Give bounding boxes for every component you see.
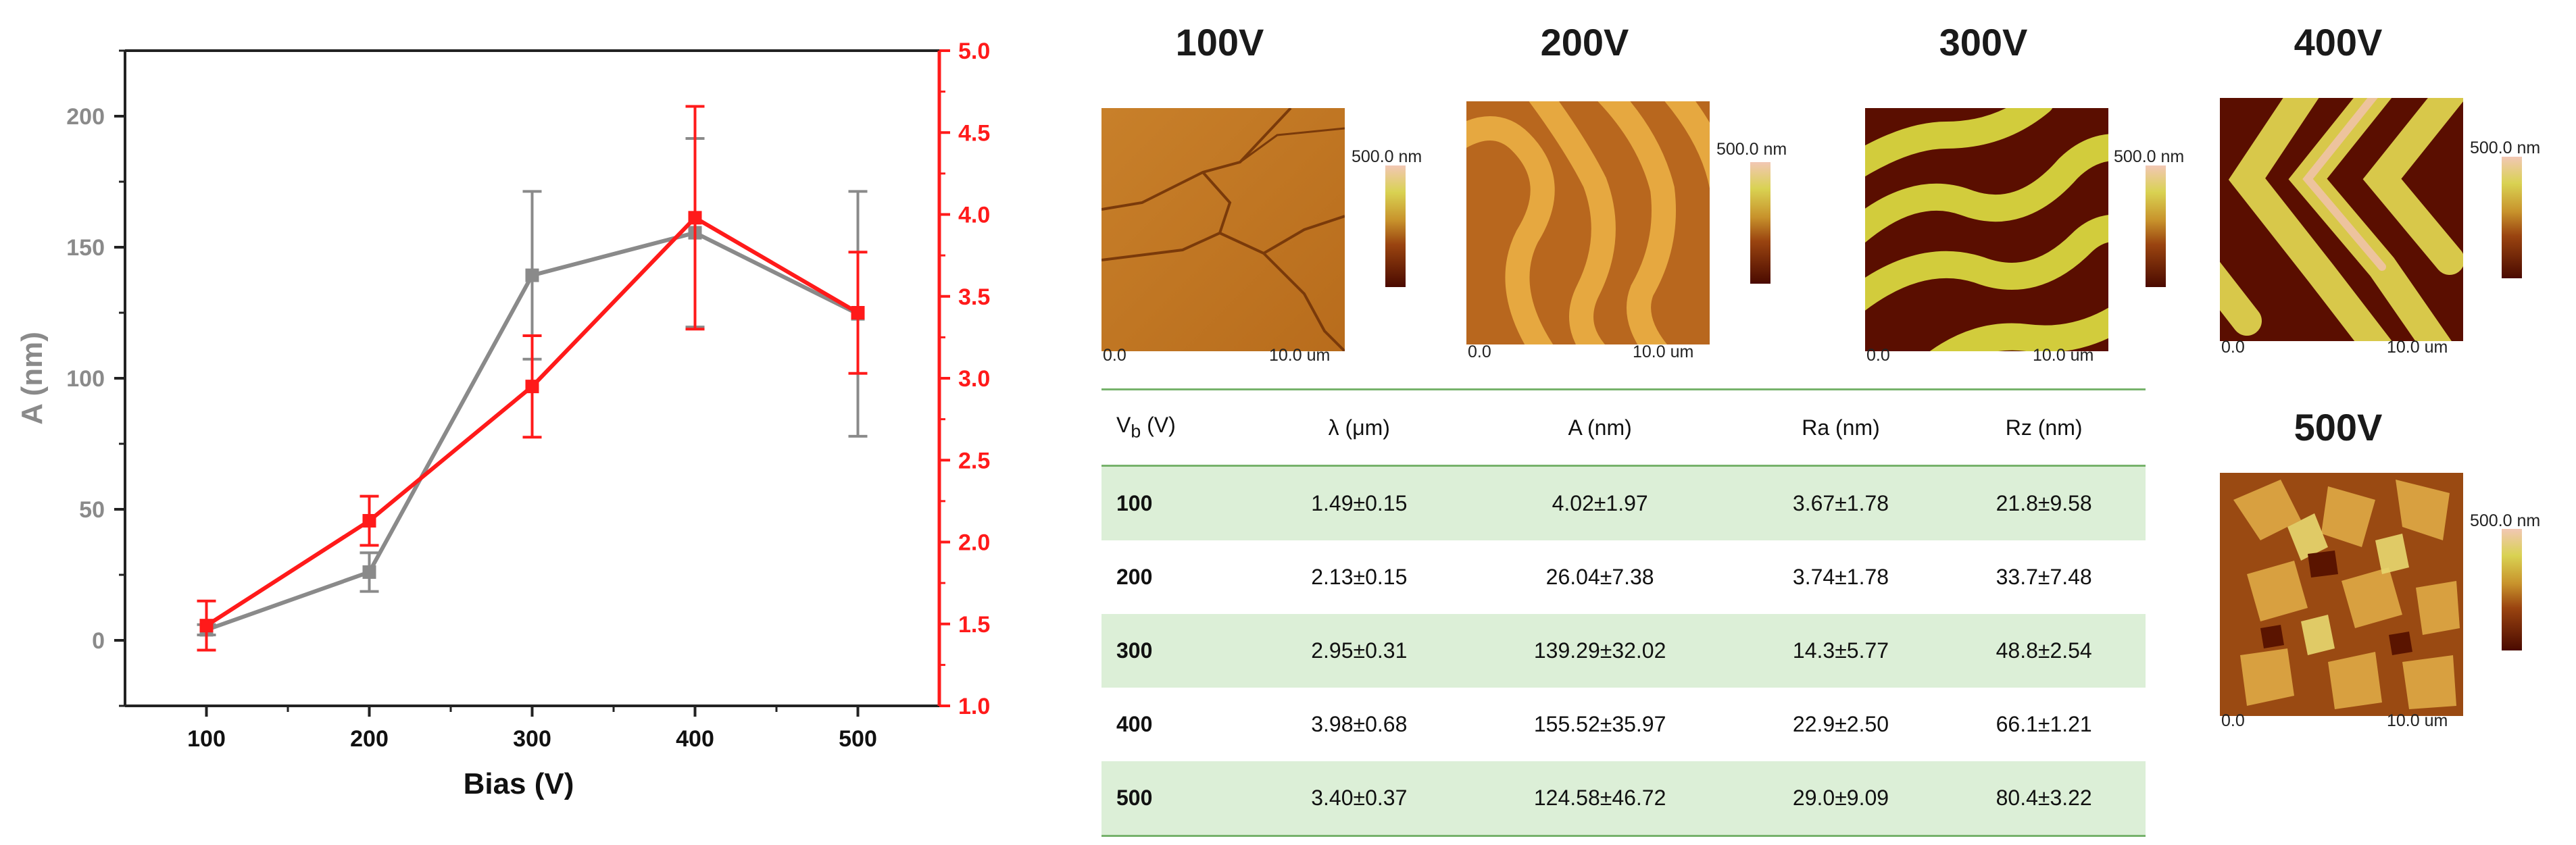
colorbar-400v: [2502, 157, 2522, 278]
afm-axis-start-500v: 0.0: [2221, 711, 2245, 730]
y-right-tick-label: 4.5: [958, 120, 990, 146]
y-right-tick-label: 1.5: [958, 612, 990, 638]
roughness-table: Vb (V) λ (μm) A (nm) Ra (nm) Rz (nm) 100…: [1101, 388, 2146, 837]
wavelength-point: [199, 619, 214, 633]
afm-axis-start-400v: 0.0: [2221, 338, 2245, 357]
table-cell-amplitude: 124.58±46.72: [1460, 761, 1739, 837]
table-header-ra: Ra (nm): [1739, 388, 1943, 467]
y-left-tick-label: 150: [66, 235, 105, 261]
y-right-tick-label: 3.0: [958, 366, 990, 392]
table-cell-ra: 14.3±5.77: [1739, 614, 1943, 688]
table-header-vb: Vb (V): [1101, 388, 1258, 467]
table-header-lambda: λ (μm): [1257, 388, 1461, 467]
afm-title-500v: 500V: [2294, 406, 2383, 449]
afm-title-100v: 100V: [1175, 21, 1264, 63]
y-right-tick-label: 5.0: [958, 39, 990, 64]
table-row: 200 2.13±0.15 26.04±7.38 3.74±1.78 33.7±…: [1101, 540, 2146, 614]
afm-axis-end-500v: 10.0 um: [2387, 711, 2448, 730]
y-right-tick-label: 2.0: [958, 530, 990, 556]
afm-image-400v: [2220, 98, 2463, 341]
y-left-tick-label: 0: [92, 628, 105, 654]
bias-chart: 100 200 300 400 500 0 50 100 150 200 1.0 1.5 2.0 2.5 3…: [16, 39, 990, 800]
colorbar-label-300v: 500.0 nm: [2114, 147, 2185, 166]
afm-image-200v: [1466, 101, 1710, 344]
y-left-tick-label: 50: [79, 497, 105, 523]
y-right-tick-label: 4.0: [958, 203, 990, 228]
table-header-amplitude: A (nm): [1460, 388, 1739, 467]
afm-axis-end-100v: 10.0 um: [1269, 346, 1331, 365]
table-row: 100 1.49±0.15 4.02±1.97 3.67±1.78 21.8±9…: [1101, 465, 2146, 540]
afm-axis-start-100v: 0.0: [1103, 346, 1126, 365]
afm-axis-end-400v: 10.0 um: [2387, 338, 2448, 357]
table-cell-vb: 400: [1116, 712, 1153, 736]
wavelength-point: [688, 211, 702, 225]
table-header-rz: Rz (nm): [1942, 388, 2146, 467]
y-left-tick-label: 200: [66, 104, 105, 130]
wavelength-point: [525, 380, 539, 394]
afm-title-200v: 200V: [1540, 21, 1629, 63]
wavelength-point: [851, 306, 865, 319]
table-cell-rz: 21.8±9.58: [1942, 465, 2146, 540]
colorbar-300v: [2146, 165, 2166, 287]
table-row: 400 3.98±0.68 155.52±35.97 22.9±2.50 66.…: [1101, 688, 2146, 761]
x-tick-label: 100: [187, 726, 226, 752]
table-cell-vb: 500: [1101, 761, 1258, 837]
x-tick-label: 300: [513, 726, 551, 752]
amplitude-point: [525, 268, 539, 282]
table-cell-vb: 300: [1101, 614, 1258, 688]
afm-axis-end-200v: 10.0 um: [1633, 342, 1694, 361]
table-cell-ra: 3.74±1.78: [1792, 565, 1889, 589]
table-cell-lambda: 2.95±0.31: [1257, 614, 1461, 688]
y-left-tick-label: 100: [66, 366, 105, 392]
table-header-row: Vb (V) λ (μm) A (nm) Ra (nm) Rz (nm): [1101, 388, 2146, 467]
table-cell-amplitude: 155.52±35.97: [1533, 712, 1666, 736]
table-cell-amplitude: 26.04±7.38: [1545, 565, 1654, 589]
table-cell-lambda: 1.49±0.15: [1257, 465, 1461, 540]
x-tick-label: 500: [839, 726, 877, 752]
afm-image-500v: [2220, 473, 2463, 716]
afm-axis-start-300v: 0.0: [1866, 346, 1890, 365]
x-axis-label: Bias (V): [464, 767, 574, 800]
wavelength-point: [362, 513, 376, 528]
table-cell-ra: 29.0±9.09: [1739, 761, 1943, 837]
colorbar-label-500v: 500.0 nm: [2470, 511, 2541, 530]
table-cell-amplitude: 139.29±32.02: [1460, 614, 1739, 688]
colorbar-500v: [2502, 529, 2522, 650]
afm-title-300v: 300V: [1939, 21, 2028, 63]
table-cell-ra: 22.9±2.50: [1792, 712, 1889, 736]
afm-axis-start-200v: 0.0: [1468, 342, 1491, 361]
afm-axis-end-300v: 10.0 um: [2033, 346, 2094, 365]
table-cell-lambda: 2.13±0.15: [1311, 565, 1408, 589]
table-cell-lambda: 3.40±0.37: [1257, 761, 1461, 837]
table-cell-rz: 33.7±7.48: [1996, 565, 2092, 589]
afm-title-400v: 400V: [2294, 21, 2383, 63]
table-cell-rz: 48.8±2.54: [1942, 614, 2146, 688]
table-row: 500 3.40±0.37 124.58±46.72 29.0±9.09 80.…: [1101, 761, 2146, 837]
amplitude-point: [362, 565, 376, 579]
afm-image-100v: [1101, 108, 1345, 351]
afm-image-300v: [1865, 108, 2108, 351]
table-cell-lambda: 3.98±0.68: [1311, 712, 1408, 736]
x-tick-label: 400: [676, 726, 714, 752]
y-left-axis-label: A (nm): [16, 332, 49, 425]
x-tick-label: 200: [350, 726, 389, 752]
colorbar-label-100v: 500.0 nm: [1352, 147, 1422, 166]
table-cell-rz: 66.1±1.21: [1996, 712, 2092, 736]
table-row: 300 2.95±0.31 139.29±32.02 14.3±5.77 48.…: [1101, 614, 2146, 688]
table-cell-vb: 200: [1116, 565, 1153, 589]
table-cell-vb: 100: [1101, 465, 1258, 540]
table-cell-ra: 3.67±1.78: [1739, 465, 1943, 540]
colorbar-label-200v: 500.0 nm: [1716, 140, 1787, 159]
colorbar-200v: [1750, 162, 1770, 284]
y-right-tick-label: 3.5: [958, 284, 990, 310]
y-right-tick-label: 2.5: [958, 448, 990, 473]
y-right-tick-label: 1.0: [958, 694, 990, 719]
colorbar-100v: [1385, 165, 1406, 287]
table-cell-rz: 80.4±3.22: [1942, 761, 2146, 837]
table-cell-amplitude: 4.02±1.97: [1460, 465, 1739, 540]
colorbar-label-400v: 500.0 nm: [2470, 138, 2541, 157]
